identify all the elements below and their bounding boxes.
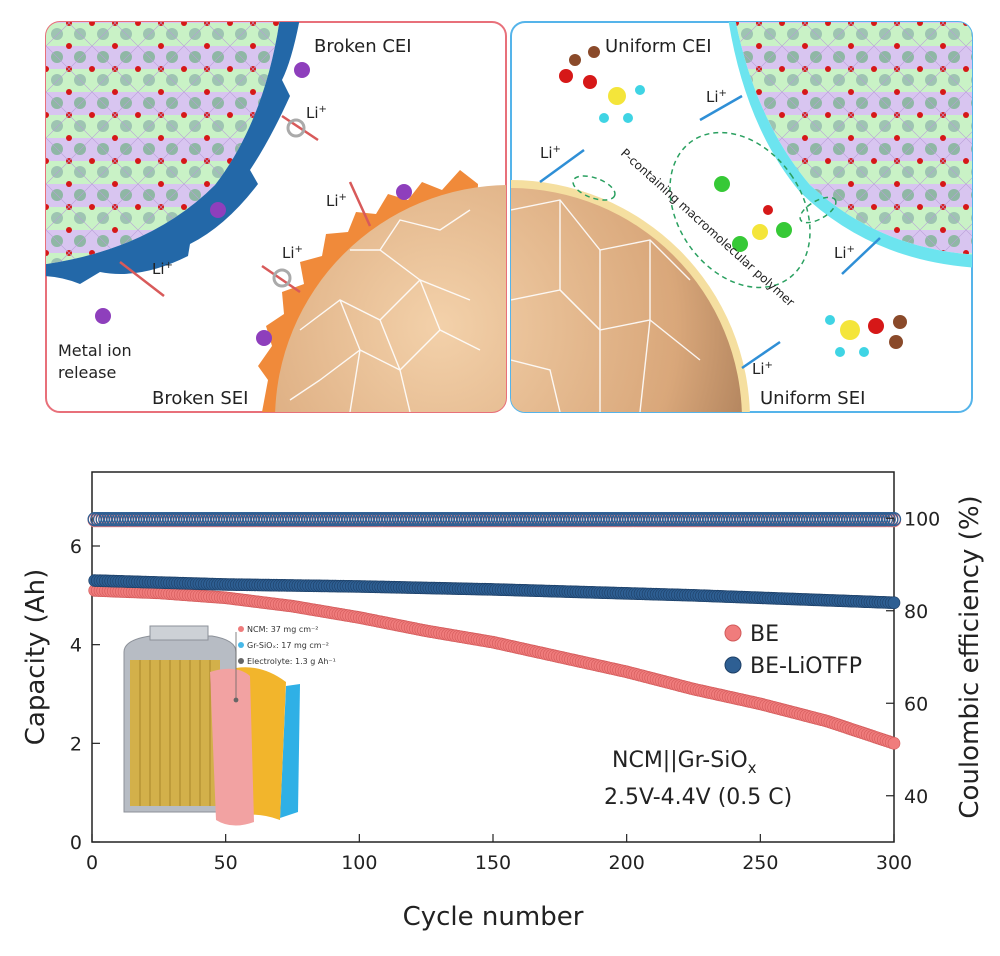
inset-item-label: NCM: 37 mg cm⁻² xyxy=(247,625,318,634)
x-tick-label: 250 xyxy=(742,852,778,874)
svg-text:Li+: Li+ xyxy=(706,88,727,106)
legend-label-be-liotfp: BE-LiOTFP xyxy=(750,654,862,679)
svg-text:Li+: Li+ xyxy=(326,192,347,210)
cell-annotation-line2: 2.5V-4.4V (0.5 C) xyxy=(604,785,792,810)
metal-ions xyxy=(95,62,412,346)
uniform-sei-label: Uniform SEI xyxy=(760,388,865,409)
y2-tick-label: 80 xyxy=(904,601,928,623)
jellyroll-lines xyxy=(139,660,211,806)
metal-release-label-2: release xyxy=(58,363,116,382)
y-tick-label: 2 xyxy=(70,733,82,755)
y-tick-label: 4 xyxy=(70,635,82,657)
x-tick-label: 50 xyxy=(214,852,238,874)
svg-text:Li+: Li+ xyxy=(152,260,173,278)
inset-item-label: Electrolyte: 1.3 g Ah⁻¹ xyxy=(247,657,336,666)
legend: BE BE-LiOTFP xyxy=(724,622,862,679)
svg-text:Li+: Li+ xyxy=(282,244,303,262)
uniform-cei-layer xyxy=(728,22,972,268)
y-tick-label: 0 xyxy=(70,832,82,854)
inset-callouts xyxy=(233,632,239,703)
solvation-clusters xyxy=(572,131,837,289)
legend-label-be: BE xyxy=(750,622,779,647)
x-tick-label: 100 xyxy=(341,852,377,874)
uniform-sei-layer xyxy=(511,188,742,412)
electrode-sphere-left xyxy=(275,185,506,412)
li-arrows-left xyxy=(119,114,372,297)
broken-cei-label: Broken CEI xyxy=(314,36,412,57)
inset-item-label: Gr-SiOₓ: 17 mg cm⁻² xyxy=(247,641,329,650)
left-panel: Broken CEI Broken SEI Metal ion release … xyxy=(45,21,507,413)
inset-item-dot xyxy=(238,658,244,664)
series-ce-be-liotfp xyxy=(87,512,902,527)
x-tick-label: 150 xyxy=(475,852,511,874)
y2-tick-label: 60 xyxy=(904,693,928,715)
y-tick-label: 6 xyxy=(70,536,82,558)
uniform-cei-label: Uniform CEI xyxy=(605,36,712,57)
inset-item-dot xyxy=(238,642,244,648)
cathode-sheet-pink xyxy=(210,668,254,826)
battery-jellyroll xyxy=(130,660,220,806)
grain-boundaries-left xyxy=(289,209,481,412)
cell-annotation-line1: NCM||Gr-SiOx xyxy=(612,748,757,777)
grain-boundaries-right xyxy=(511,199,701,412)
legend-marker-be-liotfp xyxy=(724,656,742,674)
y-axis-title: Capacity (Ah) xyxy=(21,569,51,745)
chart: 0 50 100 150 200 250 300 0 2 4 6 40 60 80 100 Cycle … xyxy=(21,471,985,932)
li-arrows-right xyxy=(539,94,881,370)
broken-sei-label: Broken SEI xyxy=(152,388,248,409)
cathode-crystal-left xyxy=(46,22,280,265)
svg-text:Li+: Li+ xyxy=(834,244,855,262)
cathode-crystal-right xyxy=(735,22,972,255)
data-point xyxy=(887,596,901,610)
broken-cei-layer xyxy=(46,22,300,284)
legend-marker-be xyxy=(724,624,742,642)
inset-items: NCM: 37 mg cm⁻² Gr-SiOₓ: 17 mg cm⁻² Electr… xyxy=(238,625,336,666)
y-axis-left: 0 2 4 6 xyxy=(70,536,100,854)
x-tick-label: 200 xyxy=(609,852,645,874)
battery-cap xyxy=(149,625,209,641)
inset-item-dot xyxy=(238,626,244,632)
svg-text:Li+: Li+ xyxy=(540,144,561,162)
svg-text:Li+: Li+ xyxy=(752,360,773,378)
separator-sheet-blue xyxy=(280,684,300,818)
li-labels-right: Li+ Li+ Li+ Li+ xyxy=(540,88,855,378)
battery-inset: NCM: 37 mg cm⁻² Gr-SiOₓ: 17 mg cm⁻² Electr… xyxy=(123,625,336,826)
y2-axis-title: Coulombic efficiency (%) xyxy=(955,495,985,818)
chart-marks xyxy=(87,512,902,750)
li-labels-left: Li+ Li+ Li+ Li+ xyxy=(152,104,347,278)
y2-tick-label: 40 xyxy=(904,786,928,808)
series-capacity-be-liotfp xyxy=(88,574,901,610)
metal-release-label-1: Metal ion xyxy=(58,341,132,360)
x-axis: 0 50 100 150 200 250 300 xyxy=(86,834,912,874)
molecules-right xyxy=(559,46,907,357)
x-axis-title: Cycle number xyxy=(403,902,584,932)
y-axis-right: 40 60 80 100 xyxy=(886,508,940,808)
x-tick-label: 300 xyxy=(876,852,912,874)
data-point xyxy=(887,737,901,750)
data-point xyxy=(886,512,902,527)
y2-tick-label: 100 xyxy=(904,508,940,530)
svg-text:Li+: Li+ xyxy=(306,104,327,122)
right-panel: Uniform CEI Uniform SEI P-containing mac… xyxy=(510,21,973,413)
series-capacity-be xyxy=(88,584,901,750)
x-tick-label: 0 xyxy=(86,852,98,874)
